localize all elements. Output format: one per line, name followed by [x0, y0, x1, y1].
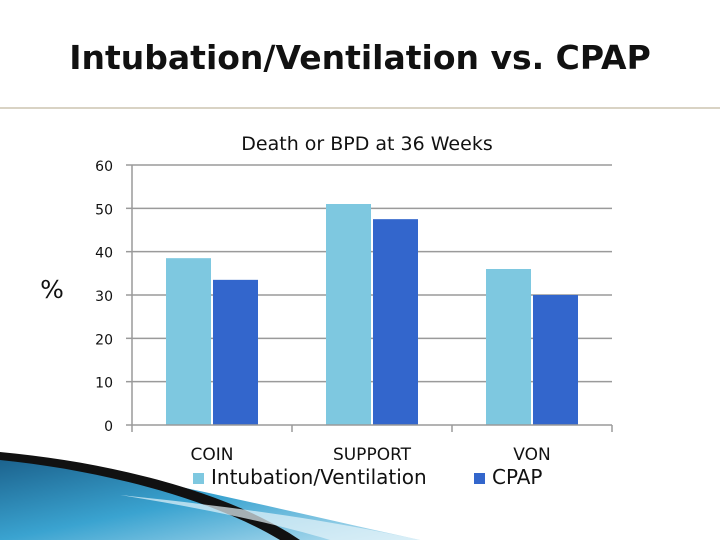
y-tick-label: 10 — [95, 376, 113, 392]
legend: Intubation/Ventilation CPAP — [193, 465, 543, 489]
y-tick-label: 0 — [104, 419, 113, 435]
legend-swatch — [474, 473, 485, 484]
chart-title: Death or BPD at 36 Weeks — [241, 133, 492, 155]
y-tick-label: 20 — [95, 332, 113, 348]
legend-swatch — [193, 473, 204, 484]
slide-title: Intubation/Ventilation vs. CPAP — [69, 38, 651, 77]
bar-intubation-ventilation-coin — [166, 258, 211, 425]
x-tick-label: VON — [513, 445, 550, 465]
title-divider — [0, 107, 720, 109]
y-tick-label: 30 — [95, 289, 113, 305]
axes — [126, 164, 613, 432]
legend-label: Intubation/Ventilation — [211, 465, 427, 489]
y-tick-label: 60 — [95, 159, 113, 175]
bar-cpap-von — [533, 295, 578, 425]
gridlines — [132, 164, 612, 383]
y-axis-label: % — [40, 275, 64, 304]
y-tick-label: 40 — [95, 246, 113, 262]
y-tick-label: 50 — [95, 202, 113, 218]
y-tick-labels: 0 10 20 30 40 50 60 — [95, 159, 113, 435]
bars — [166, 204, 578, 425]
bar-intubation-ventilation-von — [486, 269, 531, 425]
bar-intubation-ventilation-support — [326, 204, 371, 425]
x-tick-label: COIN — [191, 445, 234, 465]
legend-label: CPAP — [492, 465, 543, 489]
x-tick-labels: COIN SUPPORT VON — [191, 445, 551, 465]
x-tick-label: SUPPORT — [333, 445, 412, 465]
bar-cpap-support — [373, 219, 418, 425]
bar-cpap-coin — [213, 279, 258, 425]
